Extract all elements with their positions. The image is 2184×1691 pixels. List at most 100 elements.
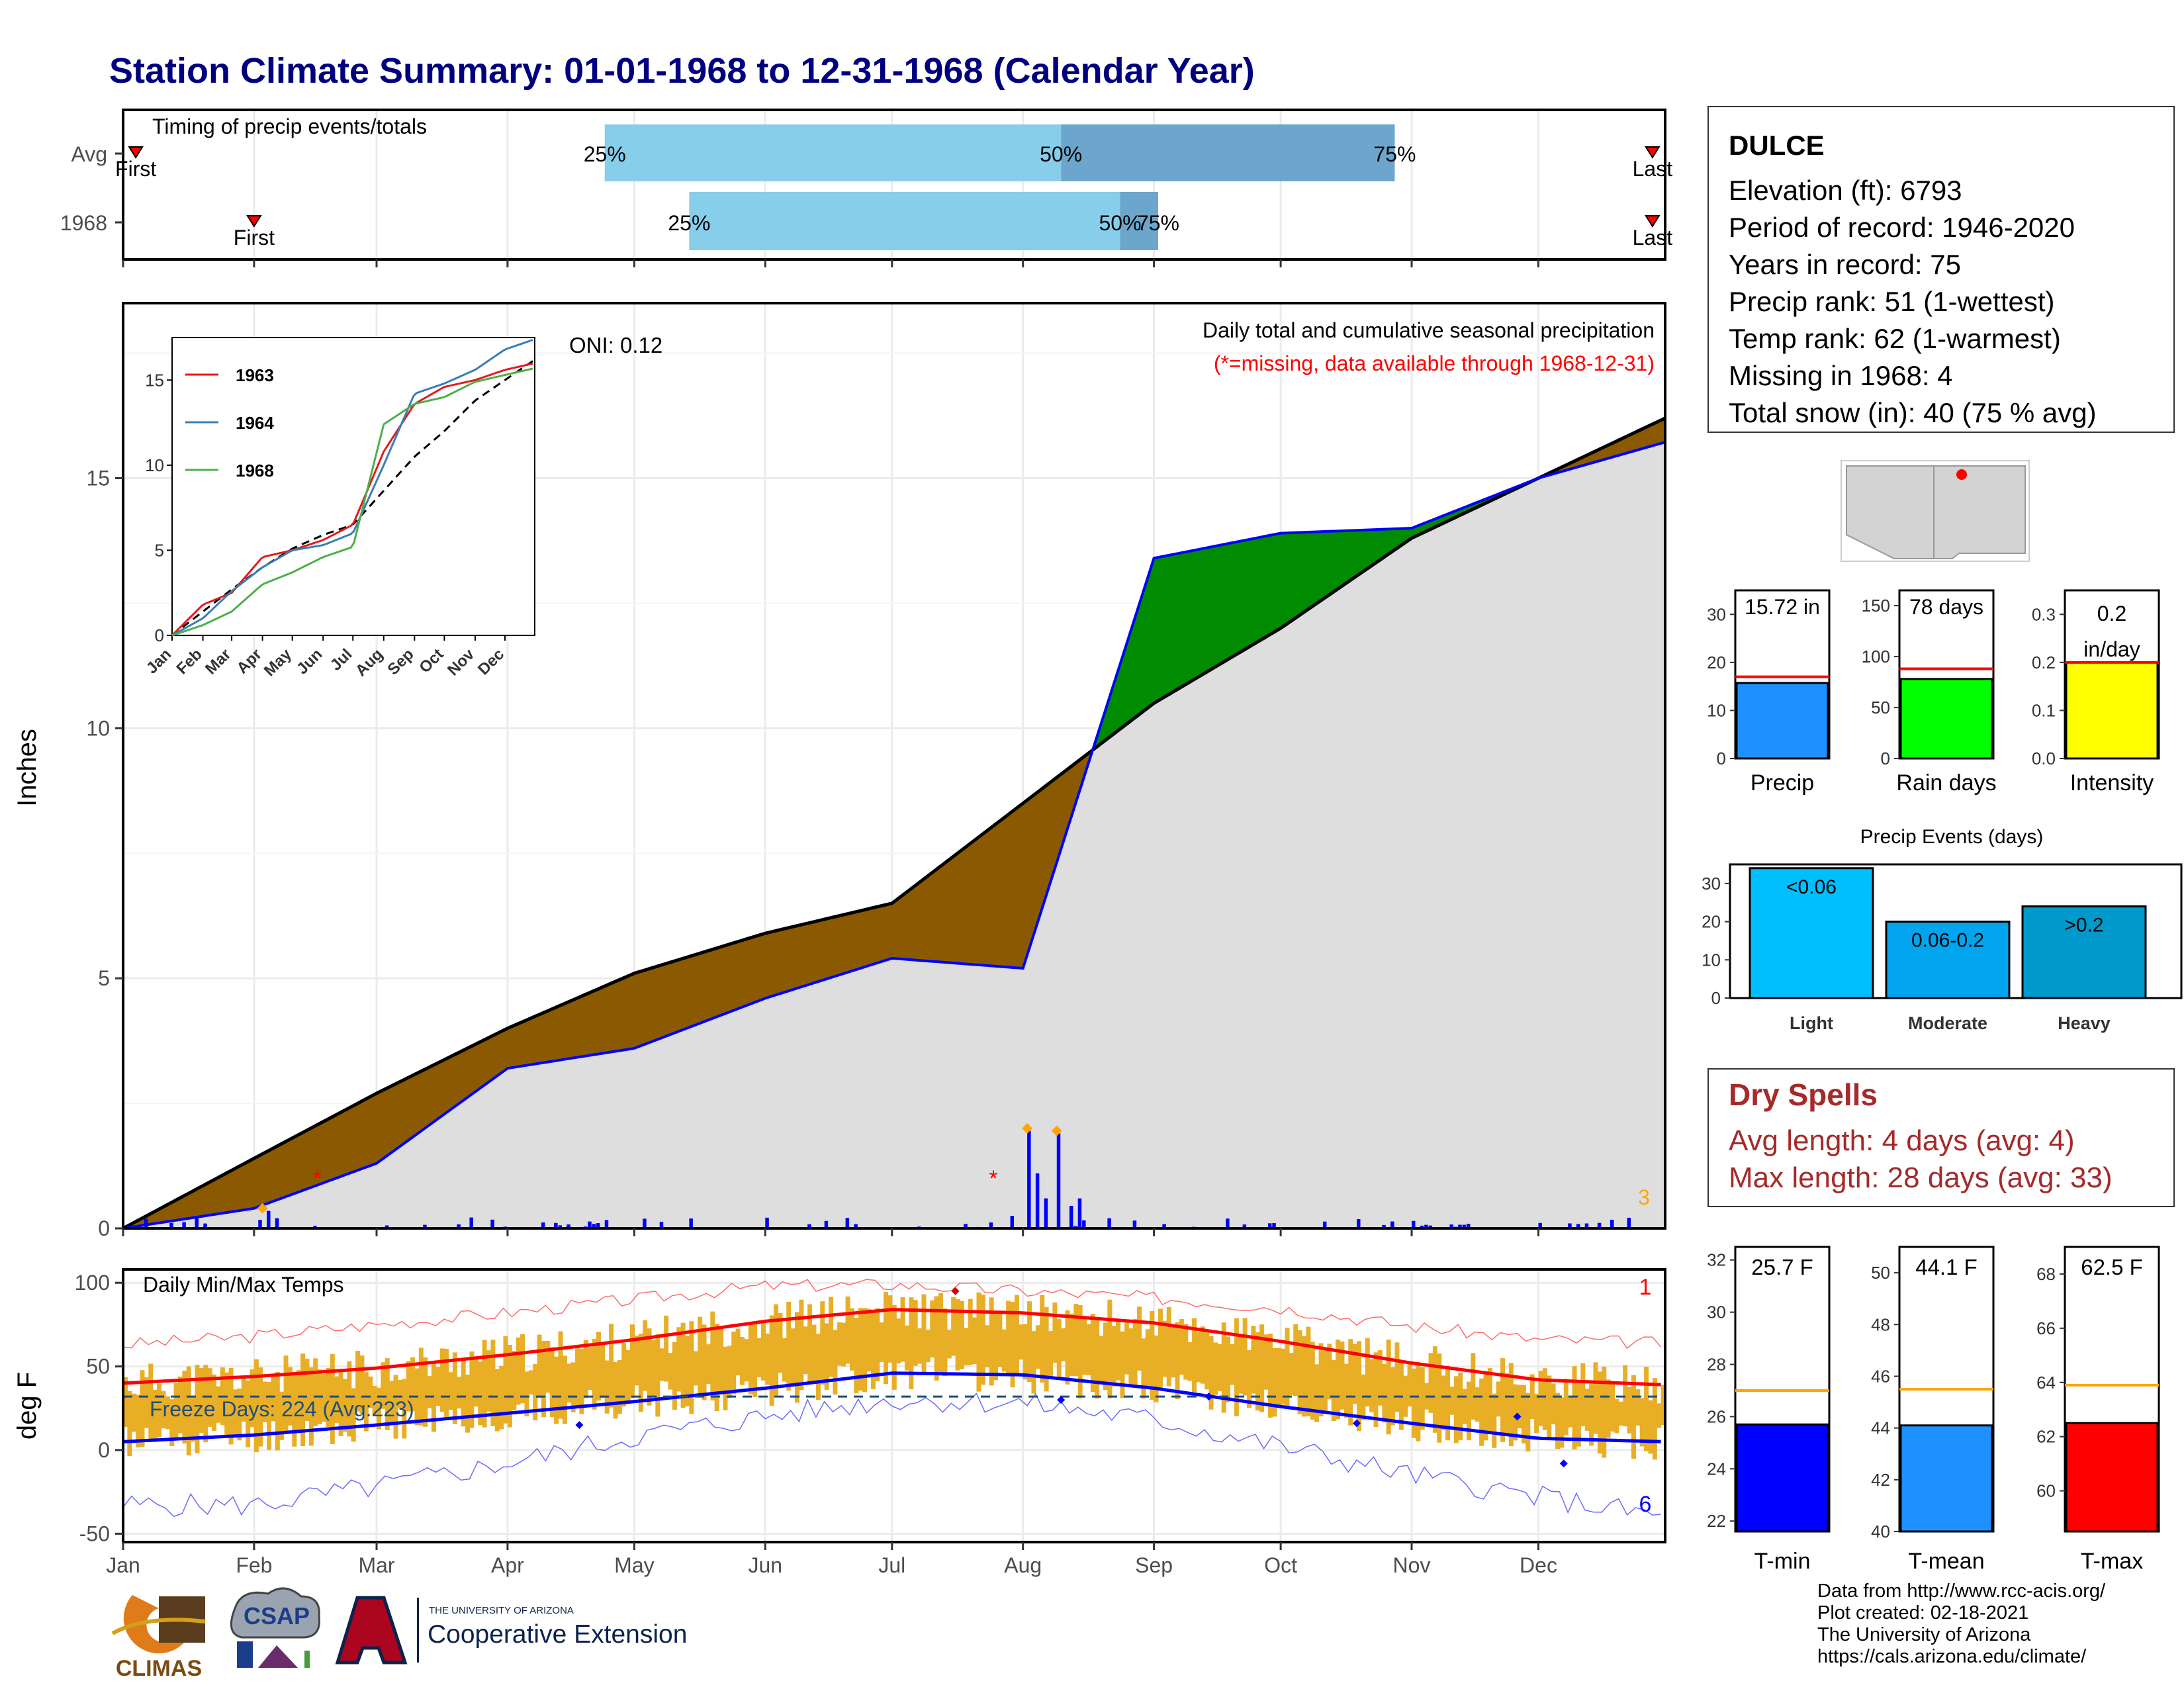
daily-temp-bar bbox=[871, 1311, 876, 1389]
daily-temp-bar bbox=[630, 1324, 635, 1398]
daily-temp-bar bbox=[1602, 1367, 1606, 1458]
temp-summary-value-label: 44.1 F bbox=[1915, 1255, 1978, 1279]
daily-temp-bar bbox=[1302, 1336, 1306, 1417]
summary-value-label: 0.2 bbox=[2097, 602, 2126, 625]
oni-label: ONI: 0.12 bbox=[569, 333, 662, 357]
daily-temp-bar bbox=[1416, 1362, 1420, 1441]
events-category-label: Light bbox=[1790, 1013, 1833, 1033]
daily-temp-bar bbox=[968, 1299, 973, 1365]
station-stat: Temp rank: 62 (1-warmest) bbox=[1729, 320, 2154, 357]
inset-xtick-label: Jul bbox=[327, 645, 356, 674]
inset-ytick-label: 5 bbox=[155, 540, 164, 560]
month-label: Jan bbox=[106, 1553, 140, 1577]
daily-temp-bar bbox=[715, 1324, 719, 1411]
daily-temp-bar bbox=[1205, 1331, 1209, 1389]
daily-temp-bar bbox=[887, 1295, 892, 1363]
daily-temp-bar bbox=[1319, 1344, 1324, 1417]
precip-ytick-label: 5 bbox=[98, 966, 110, 990]
temp-summary-bar bbox=[1901, 1426, 1992, 1531]
daily-temp-bar bbox=[1293, 1324, 1298, 1396]
daily-temp-bar bbox=[559, 1332, 563, 1419]
daily-temp-bar bbox=[731, 1332, 736, 1394]
month-label: Jun bbox=[749, 1553, 783, 1577]
daily-temp-bar bbox=[474, 1357, 478, 1407]
events-category-label: Heavy bbox=[2058, 1013, 2111, 1033]
daily-temp-bar bbox=[1255, 1332, 1260, 1410]
daily-temp-bar bbox=[799, 1300, 803, 1390]
daily-temp-bar bbox=[1610, 1381, 1615, 1432]
daily-temp-bar bbox=[917, 1328, 922, 1364]
temp-summary-ytick-label: 64 bbox=[2036, 1373, 2056, 1393]
timing-caption: Timing of precip events/totals bbox=[152, 114, 427, 138]
station-stat: Period of record: 1946-2020 bbox=[1729, 209, 2154, 246]
daily-temp-bar bbox=[765, 1334, 770, 1385]
daily-temp-bar bbox=[1619, 1402, 1623, 1426]
daily-temp-bar bbox=[617, 1360, 622, 1414]
daily-temp-bar bbox=[1500, 1358, 1505, 1442]
missing-marker: * bbox=[989, 1166, 997, 1191]
daily-temp-bar bbox=[1247, 1350, 1251, 1408]
daily-temp-bar bbox=[1289, 1353, 1294, 1395]
daily-temp-bar bbox=[1568, 1396, 1572, 1428]
daily-temp-bar bbox=[862, 1308, 867, 1392]
new-mexico-shape bbox=[1934, 466, 2025, 559]
daily-temp-bar bbox=[1488, 1368, 1492, 1432]
daily-temp-bar bbox=[1504, 1373, 1509, 1434]
daily-temp-bar bbox=[550, 1348, 555, 1417]
daily-precip-bar bbox=[144, 1218, 148, 1228]
daily-temp-bar bbox=[1188, 1342, 1193, 1381]
events-bar-label: <0.06 bbox=[1786, 876, 1837, 898]
station-stat: Years in record: 75 bbox=[1729, 246, 2154, 283]
temp-summary-bar bbox=[2066, 1423, 2158, 1531]
daily-temp-bar bbox=[875, 1308, 880, 1381]
daily-temp-bar bbox=[795, 1312, 799, 1402]
station-info-box: DULCE Elevation (ft): 6793 Period of rec… bbox=[1707, 106, 2175, 433]
daily-temp-bar bbox=[541, 1341, 546, 1417]
events-category-label: Moderate bbox=[1908, 1013, 1987, 1033]
daily-temp-bar bbox=[132, 1394, 136, 1432]
month-label: Oct bbox=[1264, 1553, 1297, 1577]
daily-temp-bar bbox=[676, 1327, 681, 1391]
daily-temp-bar bbox=[1171, 1325, 1175, 1377]
summary-ytick-label: 0 bbox=[1717, 749, 1726, 768]
daily-temp-bar bbox=[423, 1357, 428, 1427]
timing-row-avg: Avg bbox=[71, 142, 107, 166]
daily-precip-bar bbox=[1044, 1199, 1048, 1228]
timing-pct-label: 50% bbox=[1099, 211, 1141, 235]
daily-temp-bar bbox=[1631, 1375, 1636, 1459]
summary-ytick-label: 0.0 bbox=[2032, 749, 2056, 768]
month-label: Mar bbox=[358, 1553, 394, 1577]
daily-temp-bar bbox=[1496, 1381, 1501, 1416]
ua-small-text: THE UNIVERSITY OF ARIZONA bbox=[429, 1605, 574, 1616]
daily-temp-bar bbox=[694, 1351, 698, 1386]
daily-temp-bar bbox=[993, 1313, 998, 1380]
daily-temp-bar bbox=[812, 1325, 817, 1382]
daily-temp-bar bbox=[1585, 1389, 1590, 1431]
events-ytick-label: 30 bbox=[1702, 874, 1721, 893]
csap-logo-text: CSAP bbox=[244, 1602, 310, 1629]
daily-temp-bar bbox=[749, 1324, 753, 1394]
temp-summary-ytick-label: 32 bbox=[1707, 1250, 1726, 1270]
daily-temp-bar bbox=[1158, 1308, 1163, 1388]
daily-precip-bar bbox=[275, 1218, 279, 1228]
daily-temp-bar bbox=[1513, 1385, 1518, 1441]
month-label: Sep bbox=[1135, 1553, 1173, 1577]
temp-summary-ytick-label: 48 bbox=[1871, 1314, 1890, 1334]
temp-summary-category-label: T-mean bbox=[1908, 1549, 1984, 1574]
inset-legend-label: 1968 bbox=[236, 461, 274, 480]
temp-ylabel: deg F bbox=[13, 1372, 42, 1440]
daily-temp-bar bbox=[1052, 1303, 1057, 1363]
temp-ytick-label: -50 bbox=[79, 1522, 110, 1545]
daily-temp-bar bbox=[613, 1362, 617, 1419]
daily-temp-bar bbox=[600, 1343, 605, 1398]
daily-temp-bar bbox=[1238, 1336, 1243, 1394]
daily-temp-bar bbox=[1264, 1334, 1269, 1389]
daily-temp-bar bbox=[774, 1304, 778, 1396]
summary-category-label: Precip bbox=[1751, 770, 1814, 796]
daily-temp-bar bbox=[752, 1324, 757, 1396]
inset-legend-label: 1964 bbox=[236, 413, 274, 433]
daily-temp-bar bbox=[1086, 1324, 1091, 1375]
daily-temp-bar bbox=[453, 1352, 457, 1424]
daily-temp-bar bbox=[1525, 1393, 1530, 1451]
